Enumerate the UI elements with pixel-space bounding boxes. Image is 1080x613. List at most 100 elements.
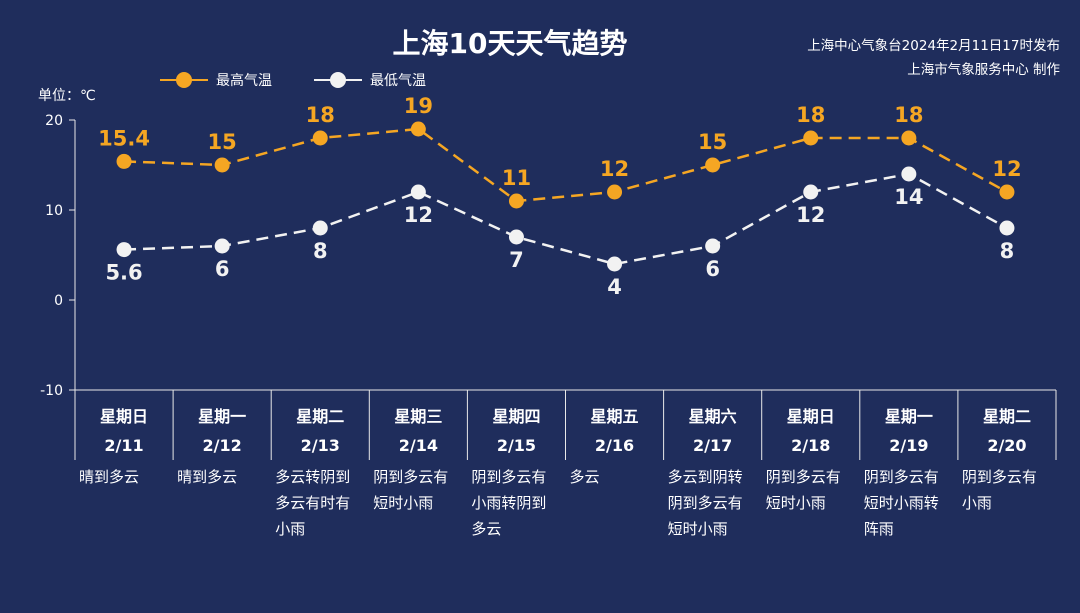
weather-description: 阴到多云有短时小雨转阵雨 <box>864 464 954 542</box>
x-tick-date: 2/11 <box>104 436 143 455</box>
low-temp-label: 12 <box>796 203 825 227</box>
high-temp-point <box>607 184 623 200</box>
low-temp-point <box>214 238 230 254</box>
low-temp-label: 5.6 <box>105 261 142 285</box>
legend-item-low: 最低气温 <box>314 70 426 90</box>
weather-description: 多云到阴转阴到多云有短时小雨 <box>668 464 758 542</box>
high-temp-label: 11 <box>502 166 531 190</box>
publish-line: 上海中心气象台2024年2月11日17时发布 <box>807 38 1060 54</box>
x-tick-date: 2/15 <box>497 436 536 455</box>
legend-low-label: 最低气温 <box>370 73 426 89</box>
high-temp-point <box>116 153 132 169</box>
legend: 最高气温 最低气温 <box>160 70 468 90</box>
weather-description: 阴到多云有 小雨转阴到 多云 <box>471 464 561 542</box>
weather-description-line: 多云到阴转 <box>667 468 743 486</box>
x-tick-date: 2/17 <box>693 436 732 455</box>
x-tick-weekday: 星期二 <box>296 407 344 426</box>
y-tick-label: 20 <box>45 113 63 129</box>
high-temp-point <box>312 130 328 146</box>
high-temp-label: 12 <box>992 157 1021 181</box>
low-temp-point <box>803 184 819 200</box>
unit-label: 单位：℃ <box>38 88 96 104</box>
weather-description-line: 短时小雨 <box>373 494 434 512</box>
x-tick-date: 2/13 <box>301 436 340 455</box>
weather-description-line: 晴到多云 <box>79 468 140 486</box>
x-tick-weekday: 星期五 <box>591 407 639 426</box>
high-temp-point <box>214 157 230 173</box>
low-temp-label: 8 <box>313 239 328 263</box>
low-temp-label: 14 <box>894 185 923 209</box>
y-tick-label: 10 <box>45 203 63 219</box>
high-temp-label: 19 <box>404 94 433 118</box>
weather-description: 阴到多云有 短时小雨 <box>766 464 856 516</box>
weather-description: 阴到多云有 小雨 <box>962 464 1052 516</box>
x-tick-date: 2/18 <box>791 436 830 455</box>
weather-description-line: 短时小雨转 <box>863 494 939 512</box>
low-temp-label: 7 <box>509 248 524 272</box>
weather-description: 阴到多云有 短时小雨 <box>373 464 463 516</box>
low-temp-label: 12 <box>404 203 433 227</box>
x-tick-weekday: 星期三 <box>394 407 442 426</box>
high-temp-line <box>124 127 1008 203</box>
legend-low-swatch <box>314 72 362 88</box>
weather-description-line: 阵雨 <box>863 520 894 538</box>
y-tick-label: 0 <box>54 293 63 309</box>
x-tick-weekday: 星期一 <box>198 407 246 426</box>
weather-description-line: 阴到多云有 <box>667 494 743 512</box>
x-tick-weekday: 星期日 <box>100 407 148 426</box>
weather-description-line: 多云 <box>471 520 502 538</box>
weather-description-line: 阴到多云有 <box>863 468 939 486</box>
legend-high-swatch <box>160 72 208 88</box>
high-temp-label: 18 <box>894 103 923 127</box>
weather-description-line: 阴到多云有 <box>373 468 449 486</box>
publisher-info: 上海中心气象台2024年2月11日17时发布 上海市气象服务中心 制作 <box>807 34 1060 82</box>
y-tick-label: -10 <box>40 383 63 399</box>
x-tick-weekday: 星期二 <box>983 407 1031 426</box>
high-temp-point <box>508 193 524 209</box>
low-temp-point <box>607 256 623 272</box>
weather-description: 晴到多云 <box>177 464 267 490</box>
high-temp-point <box>803 130 819 146</box>
low-temp-point <box>312 220 328 236</box>
high-temp-label: 15 <box>208 130 237 154</box>
low-temp-label: 8 <box>1000 239 1015 263</box>
high-temp-label: 18 <box>796 103 825 127</box>
low-temp-point <box>999 220 1015 236</box>
high-temp-label: 15 <box>698 130 727 154</box>
low-temp-point <box>508 229 524 245</box>
weather-description-line: 阴到多云有 <box>471 468 547 486</box>
high-temp-point <box>410 121 426 137</box>
weather-description-line: 短时小雨 <box>765 494 826 512</box>
weather-description: 多云 <box>570 464 660 490</box>
high-temp-label: 12 <box>600 157 629 181</box>
weather-description-line: 多云 <box>569 468 600 486</box>
weather-description-line: 阴到多云有 <box>961 468 1037 486</box>
weather-description-line: 阴到多云有 <box>765 468 841 486</box>
x-tick-weekday: 星期四 <box>492 407 540 426</box>
high-temp-label: 15.4 <box>98 126 150 150</box>
weather-description-line: 晴到多云 <box>177 468 238 486</box>
weather-description-line: 多云有时有 <box>275 494 351 512</box>
legend-high-label: 最高气温 <box>216 73 272 89</box>
legend-item-high: 最高气温 <box>160 70 272 90</box>
low-temp-point <box>705 238 721 254</box>
x-tick-date: 2/14 <box>399 436 438 455</box>
x-tick-date: 2/12 <box>203 436 242 455</box>
high-temp-label: 18 <box>306 103 335 127</box>
weather-description-line: 小雨 <box>961 494 992 512</box>
low-temp-point <box>410 184 426 200</box>
weather-description-line: 短时小雨 <box>667 520 728 538</box>
x-tick-weekday: 星期一 <box>885 407 933 426</box>
low-temp-point <box>116 242 132 258</box>
low-temp-point <box>901 166 917 182</box>
chart-title: 上海10天天气趋势 <box>392 27 628 60</box>
weather-description-line: 小雨 <box>275 520 306 538</box>
low-temp-label: 4 <box>607 275 622 299</box>
x-tick-weekday: 星期六 <box>689 407 737 426</box>
weather-description: 晴到多云 <box>79 464 169 490</box>
weather-description: 多云转阴到 多云有时有 小雨 <box>275 464 365 542</box>
x-tick-date: 2/16 <box>595 436 634 455</box>
high-temp-point <box>999 184 1015 200</box>
producer-line: 上海市气象服务中心 制作 <box>907 62 1060 78</box>
